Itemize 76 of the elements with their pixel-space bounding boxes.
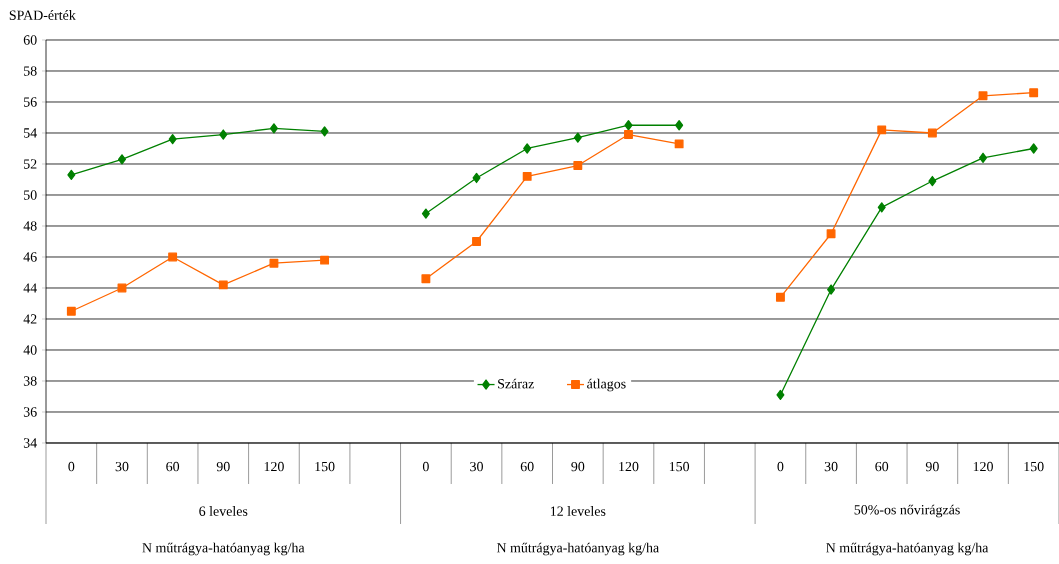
- point: [573, 132, 582, 143]
- y-tick-label: 46: [23, 252, 37, 262]
- x-tick-label: 90: [925, 461, 939, 472]
- text: 12 leveles: [550, 506, 606, 516]
- point: [978, 91, 988, 101]
- text: 6 leveles: [199, 506, 248, 516]
- point: [117, 154, 127, 165]
- point: [979, 152, 988, 163]
- point: [168, 134, 177, 145]
- point: [927, 128, 937, 138]
- legend-label: átlagos: [587, 378, 626, 392]
- point: [826, 229, 836, 239]
- point: [877, 125, 887, 135]
- y-tick-label: 60: [23, 35, 37, 45]
- point: [320, 255, 330, 265]
- point: [269, 258, 279, 268]
- point: [421, 208, 430, 219]
- point: [1029, 88, 1039, 98]
- text: N műtrágya-hatóanyag kg/ha: [826, 542, 989, 556]
- text: N műtrágya-hatóanyag kg/ha: [496, 542, 659, 556]
- point: [523, 143, 532, 154]
- x-tick-label: 150: [315, 461, 335, 472]
- point: [877, 202, 886, 213]
- point: [775, 292, 785, 302]
- y-axis-title: SPAD-érték: [9, 10, 76, 20]
- y-tick-label: 52: [24, 159, 37, 169]
- x-tick-label: 150: [1024, 461, 1044, 472]
- point: [320, 126, 329, 137]
- point: [827, 284, 836, 295]
- y-tick-label: 54: [24, 128, 37, 138]
- point: [776, 389, 785, 401]
- x-tick-label: 120: [973, 461, 993, 472]
- x-tick-label: 120: [264, 461, 284, 472]
- point: [573, 161, 583, 170]
- y-tick-label: 38: [23, 376, 37, 386]
- point: [218, 280, 228, 290]
- point: [219, 129, 228, 140]
- x-tick-label: 60: [875, 461, 889, 472]
- point: [1029, 143, 1038, 154]
- legend-label: Száraz: [498, 378, 534, 389]
- point: [928, 175, 937, 187]
- y-tick-label: 48: [23, 221, 37, 231]
- point: [421, 274, 431, 284]
- y-tick-label: 40: [23, 345, 37, 355]
- x-tick-label: 30: [470, 461, 483, 472]
- point: [624, 130, 633, 139]
- point: [624, 120, 633, 131]
- point: [675, 120, 684, 131]
- y-tick-label: 34: [23, 438, 37, 448]
- x-tick-label: 0: [777, 461, 784, 472]
- point: [472, 237, 481, 246]
- x-tick-label: 120: [619, 461, 639, 472]
- point: [168, 252, 178, 262]
- point: [674, 139, 684, 149]
- y-tick-label: 36: [23, 407, 37, 417]
- text: N műtrágya-hatóanyag kg/ha: [142, 542, 305, 556]
- x-tick-label: 60: [520, 461, 534, 472]
- y-tick-label: 50: [24, 190, 37, 200]
- point: [269, 123, 278, 134]
- x-tick-label: 30: [115, 461, 129, 472]
- x-tick-label: 90: [216, 461, 230, 472]
- y-tick-label: 42: [23, 314, 37, 324]
- point: [67, 169, 76, 180]
- point: [66, 306, 76, 316]
- x-tick-label: 90: [571, 461, 585, 472]
- x-tick-label: 30: [824, 461, 838, 472]
- x-tick-label: 0: [68, 461, 75, 472]
- point: [522, 171, 532, 181]
- y-tick-label: 56: [24, 97, 37, 107]
- x-tick-label: 60: [166, 461, 180, 472]
- y-tick-label: 58: [24, 66, 37, 76]
- x-tick-label: 0: [422, 461, 429, 472]
- x-tick-label: 150: [669, 461, 690, 472]
- y-tick-label: 44: [23, 283, 37, 293]
- text: 50%-os nővirágzás: [854, 504, 960, 518]
- point: [472, 172, 481, 184]
